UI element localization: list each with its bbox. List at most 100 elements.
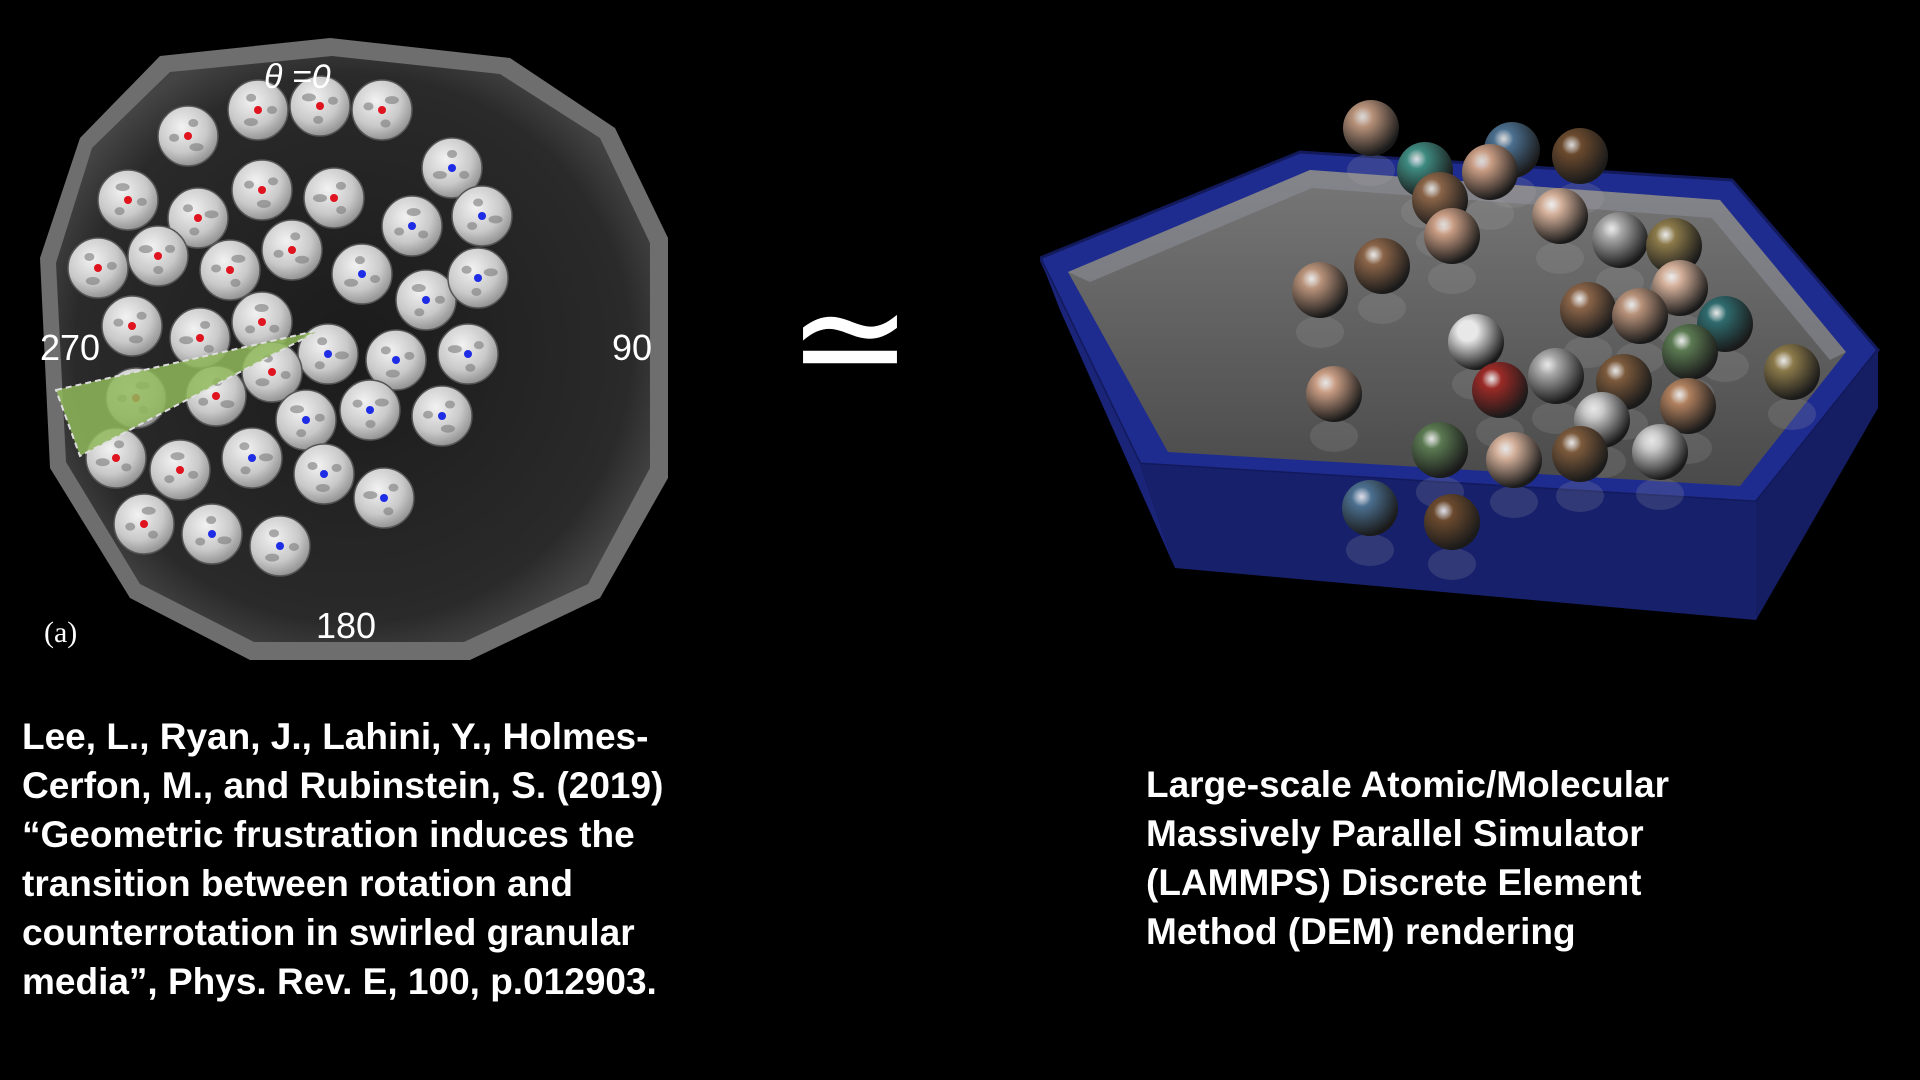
bead-spot [363,102,374,111]
bead-spot [380,346,391,355]
marble-reflection [1347,154,1395,186]
bead-spot [220,400,235,409]
marble [1528,348,1584,404]
red-tracker-dot [258,318,266,326]
bead-spot [113,318,124,327]
simulation-caption-line: Method (DEM) rendering [1146,911,1576,952]
blue-tracker-dot [324,350,332,358]
bead-spot [195,537,206,546]
bead-spot [211,264,222,273]
bead-group [67,75,513,577]
bead-spot [467,221,478,230]
blue-tracker-dot [248,454,256,462]
blue-tracker-dot [380,494,388,502]
bead-spot [444,400,455,409]
marble [1424,208,1480,264]
bead-spot [411,284,426,293]
marble [1632,424,1688,480]
simulation-caption-line: Massively Parallel Simulator [1146,813,1644,854]
bead-spot [115,183,130,192]
red-tracker-dot [176,466,184,474]
bead-spot [198,397,209,406]
bead-spot [394,227,405,236]
marble-reflection [1636,478,1684,510]
bead-spot [169,133,180,142]
bead-spot [189,227,200,236]
marble [1552,128,1608,184]
marble [1560,282,1616,338]
red-tracker-dot [196,334,204,342]
red-tracker-dot [212,392,220,400]
blue-tracker-dot [208,530,216,538]
bead-spot [136,197,147,206]
marble-reflection [1556,480,1604,512]
bead-spot [85,277,100,286]
citation-line: Cerfon, M., and Rubinstein, S. (2019) [22,765,664,806]
citation-caption: Lee, L., Ryan, J., Lahini, Y., Holmes- C… [22,712,663,1006]
bead-spot [404,351,415,360]
bead-spot [153,265,164,274]
bead-spot [240,466,251,475]
red-tracker-dot [268,368,276,376]
marble [1552,426,1608,482]
bead-spot [200,320,211,329]
bead-spot [244,180,255,189]
bead-spot [388,483,399,492]
simulation-figure [1040,100,1880,620]
bead-spot [258,453,273,462]
bead-spot [418,230,429,239]
red-tracker-dot [124,196,132,204]
bead-spot [267,106,277,114]
marble [1472,362,1528,418]
bead-spot [255,378,270,387]
simulation-caption-line: Large-scale Atomic/Molecular [1146,764,1669,805]
marble [1448,314,1504,370]
blue-tracker-dot [366,406,374,414]
bead-spot [95,458,110,467]
bead-spot [406,208,421,217]
marble [1660,378,1716,434]
bead-spot [239,442,250,451]
experiment-photo: θ =0 270 90 180 (a) [40,38,668,660]
red-tracker-dot [316,102,324,110]
bead-spot [121,463,132,472]
citation-line: counterrotation in swirled granular [22,912,635,953]
bead-spot [136,311,147,320]
marble [1646,218,1702,274]
bead-spot [84,252,95,261]
bead-spot [179,336,194,345]
bead-spot [344,278,359,287]
bead-spot [483,268,498,277]
bead-spot [331,463,342,472]
bead-spot [432,171,447,180]
red-tracker-dot [194,214,202,222]
bead-spot [317,337,328,346]
bead-spot [314,413,325,422]
bead-spot [290,405,305,414]
panel-tag: (a) [44,616,77,649]
marble-reflection [1768,398,1816,430]
marble-reflection [1532,402,1580,434]
bead-spot [183,204,194,213]
bead-spot [148,530,159,539]
bead-spot [269,324,280,333]
bead-spot [138,245,153,254]
bead-spot [265,553,280,562]
red-tracker-dot [378,106,386,114]
bead-spot [335,181,346,190]
angle-label-270: 270 [40,327,100,368]
bead-spot [204,210,219,219]
red-tracker-dot [94,264,102,272]
marble-group [1292,100,1820,580]
bead-spot [334,351,349,360]
marble-reflection [1346,534,1394,566]
bead-spot [114,207,125,216]
bead-spot [288,542,299,551]
bead-spot [231,254,246,263]
bead-spot [434,295,445,304]
blue-tracker-dot [438,412,446,420]
citation-line: media”, Phys. Rev. E, 100, p.012903. [22,961,657,1002]
marble [1462,144,1518,200]
citation-line: “Geometric frustration induces the [22,814,635,855]
bead-spot [290,232,301,241]
